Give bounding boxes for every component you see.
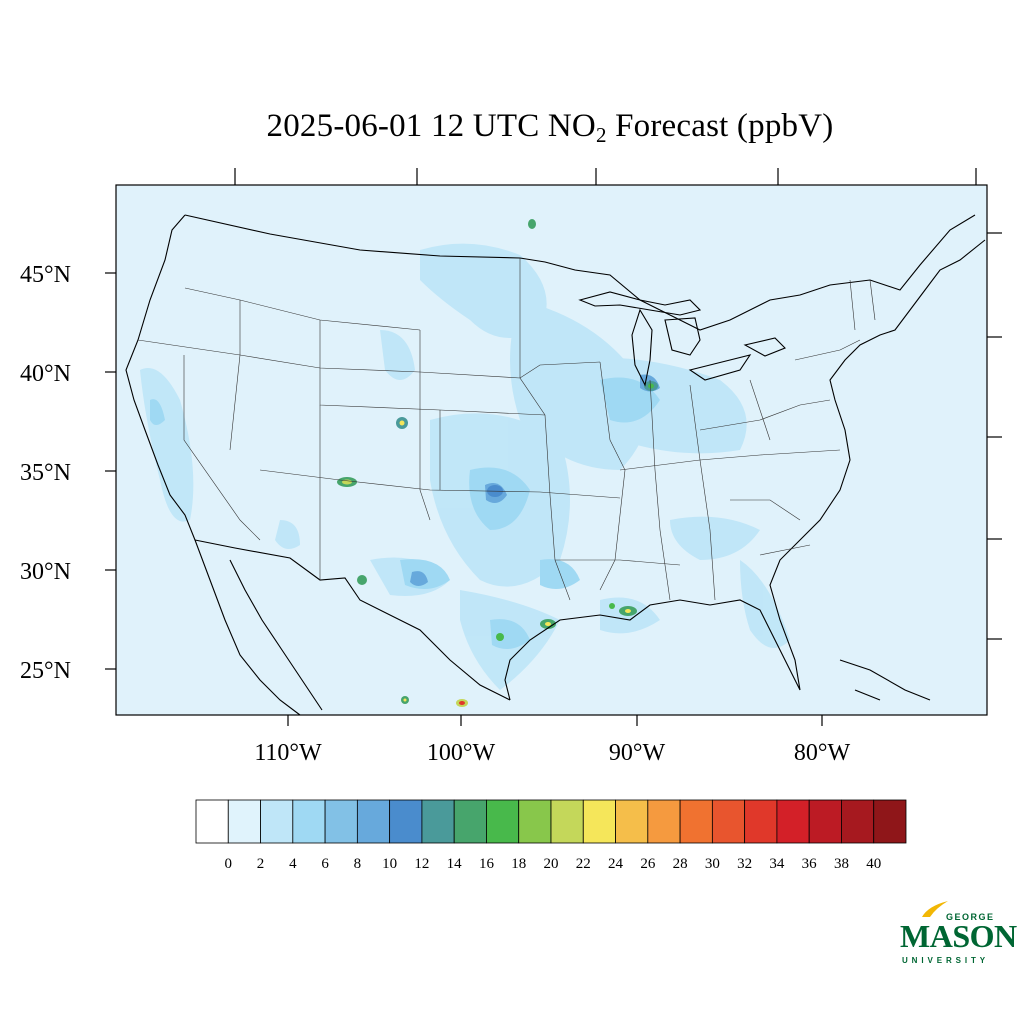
title-suffix: Forecast (ppbV)	[606, 108, 834, 144]
colorbar-swatch	[873, 799, 907, 844]
map-frame	[115, 184, 988, 716]
colorbar-label: 2	[257, 856, 265, 872]
hotspot-houston	[496, 619, 556, 641]
colorbar: 0 2 4 6 8 10 12 14 16 18 20 22 24 26 28 30 32 34 36 38 40	[195, 799, 907, 872]
colorbar-label: 26	[640, 856, 656, 872]
colorbar-label: 22	[576, 856, 591, 872]
colorbar-label: 8	[354, 856, 362, 872]
colorbar-swatch	[389, 799, 423, 844]
colorbar-swatch	[195, 799, 229, 844]
logo-george: GEORGE	[946, 912, 995, 922]
colorbar-label: 20	[544, 856, 559, 872]
lat-label-40: 40°N	[20, 361, 71, 387]
colorbar-swatch	[292, 799, 326, 844]
lon-label-100: 100°W	[427, 740, 496, 766]
colorbar-label: 4	[289, 856, 297, 872]
colorbar-label: 28	[673, 856, 688, 872]
colorbar-swatch	[808, 799, 842, 844]
flame-icon	[922, 901, 948, 917]
lat-label-45: 45°N	[20, 262, 71, 288]
colorbar-swatch	[486, 799, 520, 844]
colorbar-swatch	[679, 799, 713, 844]
title-subscript: 2	[595, 123, 607, 147]
gmu-logo: GEORGE MASON UNIVERSITY	[898, 898, 1017, 968]
colorbar-label: 38	[834, 856, 849, 872]
hotspot-monterrey	[401, 696, 468, 707]
axis-ticks	[105, 168, 1002, 726]
lat-label-25: 25°N	[20, 658, 71, 684]
colorbar-swatch	[582, 799, 616, 844]
colorbar-swatch	[744, 799, 778, 844]
colorbar-swatch	[841, 799, 875, 844]
logo-mason: MASON	[900, 918, 1017, 954]
colorbar-label: 30	[705, 856, 720, 872]
colorbar-swatch	[453, 799, 487, 844]
map-panel: 45°N 40°N 35°N 30°N 25°N 110°W 100°W 90°…	[20, 168, 1002, 766]
colorbar-label: 10	[382, 856, 397, 872]
colorbar-swatch	[227, 799, 261, 844]
hotspot-winnipeg	[528, 219, 536, 229]
colorbar-swatch	[776, 799, 810, 844]
colorbar-swatch	[518, 799, 552, 844]
hotspot-albuquerque	[337, 477, 357, 487]
colorbar-swatch	[711, 799, 746, 844]
colorbar-swatch	[421, 799, 455, 844]
coastlines	[125, 214, 986, 716]
colorbar-swatch	[615, 799, 649, 844]
title-prefix: 2025-06-01 12 UTC NO	[266, 108, 596, 144]
hotspot-new-orleans	[609, 603, 637, 616]
lon-label-110: 110°W	[254, 740, 322, 766]
colorbar-label: 16	[479, 856, 495, 872]
colorbar-label: 32	[737, 856, 752, 872]
lon-label-90: 90°W	[609, 740, 666, 766]
colorbar-label: 24	[608, 856, 624, 872]
lat-label-35: 35°N	[20, 460, 71, 486]
colorbar-label: 6	[321, 856, 329, 872]
hotspot-denver	[396, 417, 408, 429]
lat-label-30: 30°N	[20, 559, 71, 585]
state-borders	[137, 258, 876, 601]
colorbar-swatch	[324, 799, 358, 844]
colorbar-label: 14	[447, 856, 463, 872]
colorbar-label: 0	[225, 856, 233, 872]
lon-label-80: 80°W	[794, 740, 851, 766]
colorbar-label: 18	[511, 856, 526, 872]
colorbar-label: 40	[866, 856, 881, 872]
colorbar-label: 12	[414, 856, 429, 872]
colorbar-label: 36	[802, 856, 818, 872]
colorbar-label: 34	[769, 856, 785, 872]
logo-university: UNIVERSITY	[902, 956, 990, 965]
colorbar-swatch	[647, 799, 681, 844]
hotspot-chicago	[644, 381, 658, 391]
colorbar-swatch	[550, 799, 584, 844]
map-title: 2025-06-01 12 UTC NO2 Forecast (ppbV)	[0, 108, 1024, 147]
hotspot-el-paso	[357, 575, 367, 585]
colorbar-swatch	[260, 799, 294, 844]
colorbar-swatch	[356, 799, 391, 844]
